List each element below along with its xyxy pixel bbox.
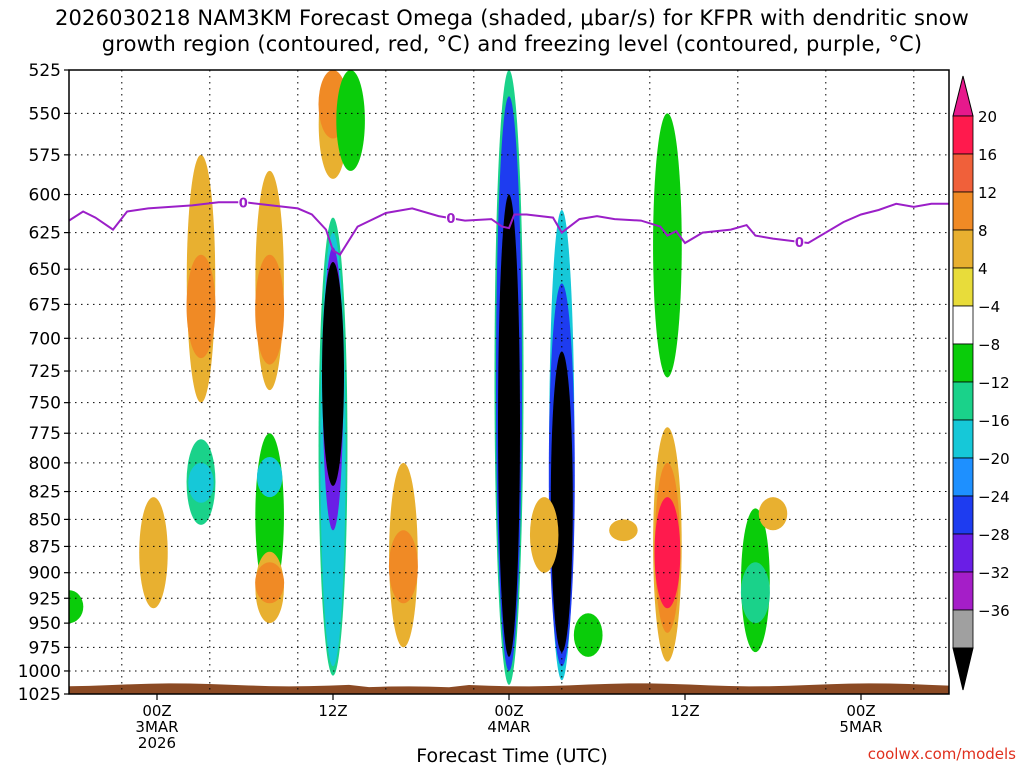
ground-layer <box>69 683 949 694</box>
colorbar-swatch <box>952 533 974 573</box>
omega-region-18 <box>336 70 365 171</box>
omega-region-31 <box>654 497 681 609</box>
colorbar-label: 8 <box>978 222 988 240</box>
colorbar-swatch <box>952 457 974 497</box>
omega-region-15 <box>322 261 344 486</box>
omega-region-27 <box>573 613 603 657</box>
y-tick-label: 725 <box>29 362 61 382</box>
y-tick-label: 975 <box>29 638 61 658</box>
freezing-level-layer: 0 0 0 <box>69 195 949 257</box>
colorbar-label: 16 <box>978 146 997 164</box>
y-tick-label: 775 <box>29 424 61 444</box>
x-tick-label: 00Z <box>142 702 171 720</box>
colorbar-label: 12 <box>978 184 997 202</box>
omega-region-34 <box>529 497 559 573</box>
ground-surface <box>69 683 949 694</box>
colorbar-over-arrow <box>952 75 974 117</box>
x-tick-label: 3MAR <box>135 718 178 736</box>
x-tick-label: 4MAR <box>487 718 530 736</box>
y-tick-label: 1025 <box>18 685 61 705</box>
omega-region-9 <box>255 254 285 365</box>
freezing-level-label: 0 <box>239 196 248 211</box>
freezing-level-label: 0 <box>795 236 804 251</box>
colorbar-label: −12 <box>978 374 1010 392</box>
chart-title-line-2: growth region (contoured, red, °C) and f… <box>101 32 923 56</box>
colorbar-swatch <box>952 343 974 383</box>
omega-region-28 <box>653 113 682 378</box>
colorbar-label: −36 <box>978 602 1010 620</box>
y-tick-label: 575 <box>29 146 61 166</box>
y-tick-label: 550 <box>29 104 61 124</box>
x-tick-label: 12Z <box>318 702 347 720</box>
x-tick-label: 2026 <box>138 734 176 752</box>
colorbar-swatch <box>952 191 974 231</box>
omega-region-7 <box>256 457 283 498</box>
colorbar: 20 16 12 8 4 −4 −8 −12 −16 −20 −24 −28 −32 −36 <box>952 75 1010 691</box>
freezing-label-bg-0 <box>238 195 249 209</box>
freezing-label-bg-2 <box>794 234 805 248</box>
colorbar-label: −20 <box>978 450 1010 468</box>
y-tick-label: 1000 <box>18 662 61 682</box>
y-tick-label: 625 <box>29 224 61 244</box>
y-tick-label: 675 <box>29 295 61 315</box>
y-tick-label: 525 <box>29 61 61 81</box>
omega-region-20 <box>388 530 418 604</box>
y-tick-label: 950 <box>29 614 61 634</box>
credit-text[interactable]: coolwx.com/models <box>867 745 1016 763</box>
omega-region-23 <box>498 194 520 657</box>
x-tick-label: 00Z <box>846 702 875 720</box>
x-tick-label: 5MAR <box>839 718 882 736</box>
omega-region-36 <box>758 497 788 531</box>
omega-shading-layer <box>69 70 788 685</box>
y-tick-label: 600 <box>29 186 61 206</box>
colorbar-swatch <box>952 571 974 611</box>
y-tick-label: 700 <box>29 329 61 349</box>
colorbar-swatch <box>952 381 974 421</box>
y-tick-label: 925 <box>29 589 61 609</box>
colorbar-swatch <box>952 267 974 307</box>
omega-region-0 <box>69 590 84 624</box>
colorbar-label: −16 <box>978 412 1010 430</box>
y-tick-label: 875 <box>29 537 61 557</box>
omega-region-11 <box>255 562 285 604</box>
colorbar-swatch <box>952 153 974 193</box>
omega-region-5 <box>188 462 214 503</box>
colorbar-swatch <box>952 419 974 459</box>
colorbar-label: −32 <box>978 564 1010 582</box>
colorbar-swatch <box>952 609 974 649</box>
freezing-label-bg-1 <box>445 211 456 225</box>
colorbar-under-arrow <box>952 647 974 691</box>
omega-region-1 <box>139 497 168 609</box>
colorbar-label: 4 <box>978 260 988 278</box>
y-axis: 525 550 575 600 625 650 675 700 725 750 775 800 825 8… <box>18 61 69 705</box>
colorbar-label: −4 <box>978 298 1000 316</box>
colorbar-swatch <box>952 305 974 345</box>
x-tick-label: 12Z <box>670 702 699 720</box>
y-tick-label: 900 <box>29 564 61 584</box>
colorbar-label: 20 <box>978 108 997 126</box>
colorbar-label: −8 <box>978 336 1000 354</box>
omega-region-26 <box>550 351 573 653</box>
y-tick-label: 825 <box>29 483 61 503</box>
chart-title-line-1: 2026030218 NAM3KM Forecast Omega (shaded… <box>54 6 970 30</box>
y-tick-label: 850 <box>29 510 61 530</box>
colorbar-swatch <box>952 495 974 535</box>
colorbar-label: −24 <box>978 488 1010 506</box>
colorbar-swatch <box>952 229 974 269</box>
x-axis-label: Forecast Time (UTC) <box>416 745 608 767</box>
x-tick-label: 00Z <box>494 702 523 720</box>
y-tick-label: 650 <box>29 260 61 280</box>
omega-region-3 <box>186 254 216 359</box>
omega-region-35 <box>609 519 638 542</box>
y-tick-label: 750 <box>29 394 61 414</box>
y-tick-label: 800 <box>29 454 61 474</box>
omega-region-33 <box>740 562 770 624</box>
freezing-level-label: 0 <box>446 212 455 227</box>
colorbar-label: −28 <box>978 526 1010 544</box>
colorbar-swatch <box>952 115 974 155</box>
